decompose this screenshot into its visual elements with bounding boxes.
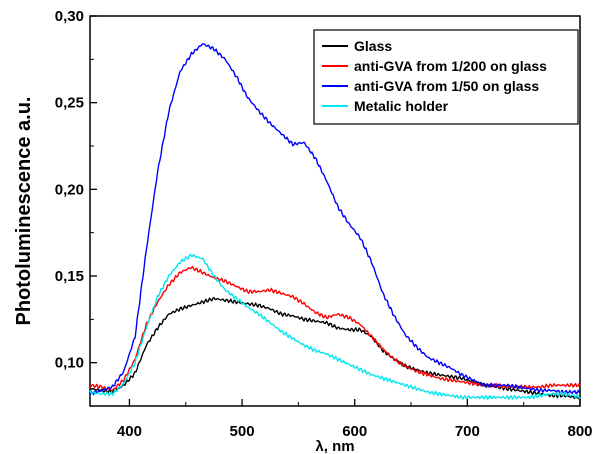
y-tick-label: 0,30 <box>55 8 84 25</box>
x-axis-title: λ, nm <box>315 438 354 454</box>
axis-ticks: 400 500 600 700 800 0,10 0,15 0,20 0,25 0,30 <box>55 8 593 440</box>
legend: Glass anti-GVA from 1/200 on glass anti-GV… <box>313 29 579 125</box>
series-line-1 <box>89 296 581 400</box>
y-tick-label: 0,25 <box>55 95 84 112</box>
legend-label: anti-GVA from 1/50 on glass <box>354 78 539 94</box>
y-tick-label: 0,20 <box>55 181 84 198</box>
y-tick-label: 0,10 <box>55 355 84 372</box>
legend-label: Metalic holder <box>354 98 449 114</box>
x-tick-label: 600 <box>342 423 367 440</box>
series-line-3 <box>89 43 581 396</box>
series-group <box>89 43 581 400</box>
x-tick-label: 500 <box>230 423 255 440</box>
legend-label: anti-GVA from 1/200 on glass <box>354 58 547 74</box>
x-tick-label: 700 <box>455 423 480 440</box>
legend-box <box>313 29 579 125</box>
x-tick-label: 400 <box>117 423 142 440</box>
series-line-2 <box>89 265 581 392</box>
x-tick-label: 800 <box>567 423 592 440</box>
series-line-4 <box>89 253 581 400</box>
legend-label: Glass <box>354 38 392 54</box>
y-tick-label: 0,15 <box>55 268 84 285</box>
plot-frame <box>89 15 581 407</box>
y-axis-title: Photoluminescence a.u. <box>13 97 35 326</box>
